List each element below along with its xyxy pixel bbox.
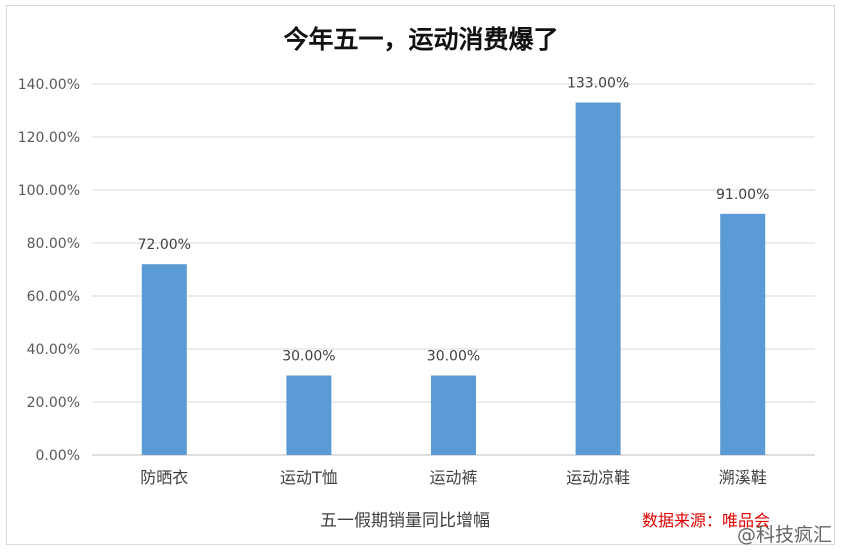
data-label: 72.00% bbox=[138, 237, 191, 253]
x-tick-label: 运动T恤 bbox=[280, 468, 338, 487]
x-axis-categories: 防晒衣 运动T恤 运动裤 运动凉鞋 溯溪鞋 bbox=[140, 468, 766, 487]
chart-title: 今年五一，运动消费爆了 bbox=[283, 25, 558, 54]
y-tick-label: 60.00% bbox=[27, 289, 80, 305]
y-tick-label: 20.00% bbox=[27, 395, 80, 411]
y-tick-label: 80.00% bbox=[27, 236, 80, 252]
gridlines bbox=[92, 83, 815, 456]
y-tick-label: 0.00% bbox=[36, 448, 80, 464]
bar bbox=[720, 213, 766, 455]
data-label: 30.00% bbox=[427, 349, 480, 365]
y-axis-ticks: 0.00% 20.00% 40.00% 60.00% 80.00% 100.00% 120.… bbox=[18, 77, 80, 464]
x-tick-label: 运动裤 bbox=[429, 468, 477, 487]
y-tick-label: 40.00% bbox=[27, 342, 80, 358]
y-tick-label: 100.00% bbox=[18, 183, 80, 199]
bar bbox=[431, 375, 476, 455]
x-axis-label: 五一假期销量同比增幅 bbox=[320, 511, 490, 531]
bar bbox=[141, 264, 187, 455]
bars bbox=[141, 102, 766, 456]
data-label: 91.00% bbox=[716, 187, 769, 203]
x-tick-label: 运动凉鞋 bbox=[566, 468, 630, 487]
bar bbox=[286, 375, 332, 455]
x-tick-label: 防晒衣 bbox=[140, 468, 188, 487]
data-label: 30.00% bbox=[282, 349, 335, 365]
bar bbox=[575, 102, 621, 456]
data-source-note: 数据来源：唯品会 bbox=[642, 511, 770, 530]
watermark-text: @科技疯汇 bbox=[737, 524, 832, 546]
x-tick-label: 溯溪鞋 bbox=[719, 468, 767, 487]
y-tick-label: 140.00% bbox=[18, 77, 80, 93]
y-tick-label: 120.00% bbox=[18, 130, 80, 146]
data-label: 133.00% bbox=[567, 76, 629, 92]
data-labels: 72.00% 30.00% 30.00% 133.00% 91.00% bbox=[138, 76, 770, 365]
